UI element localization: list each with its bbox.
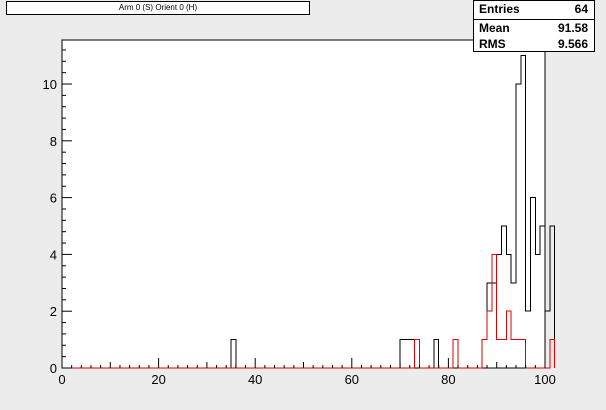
y-tick-label: 8 [50, 134, 57, 149]
stats-row-entries: Entries 64 [474, 1, 594, 20]
x-tick-label: 40 [248, 372, 262, 387]
stats-label-rms: RMS [479, 37, 506, 51]
stats-value-mean: 91.58 [557, 21, 588, 35]
stats-box: Entries 64 Mean 91.58 RMS 9.566 [473, 0, 595, 52]
plot-frame [61, 39, 546, 369]
stats-row-rms: RMS 9.566 [474, 36, 594, 52]
y-tick-label: 2 [50, 304, 57, 319]
y-tick-label: 6 [50, 191, 57, 206]
stats-label-mean: Mean [479, 21, 510, 35]
x-tick-label: 0 [58, 372, 65, 387]
stats-value-rms: 9.566 [557, 37, 588, 51]
series-layer [62, 55, 556, 369]
stats-value-entries: 64 [574, 2, 588, 16]
axis-layer: 0 20 40 60 80 100 0 2 4 6 8 10 [43, 49, 556, 387]
stats-row-mean: Mean 91.58 [474, 20, 594, 36]
stats-label-entries: Entries [479, 2, 520, 16]
y-tick-label: 10 [43, 77, 57, 92]
y-tick-label: 0 [50, 361, 57, 376]
x-tick-label: 60 [345, 372, 359, 387]
histogram-series-1 [62, 253, 556, 369]
histogram-title: Arm 0 (S) Orient 0 (H) [6, 1, 310, 15]
x-tick-label: 20 [151, 372, 165, 387]
x-tick-label: 80 [441, 372, 455, 387]
x-tick-label: 100 [534, 372, 556, 387]
y-tick-label: 4 [50, 247, 57, 262]
